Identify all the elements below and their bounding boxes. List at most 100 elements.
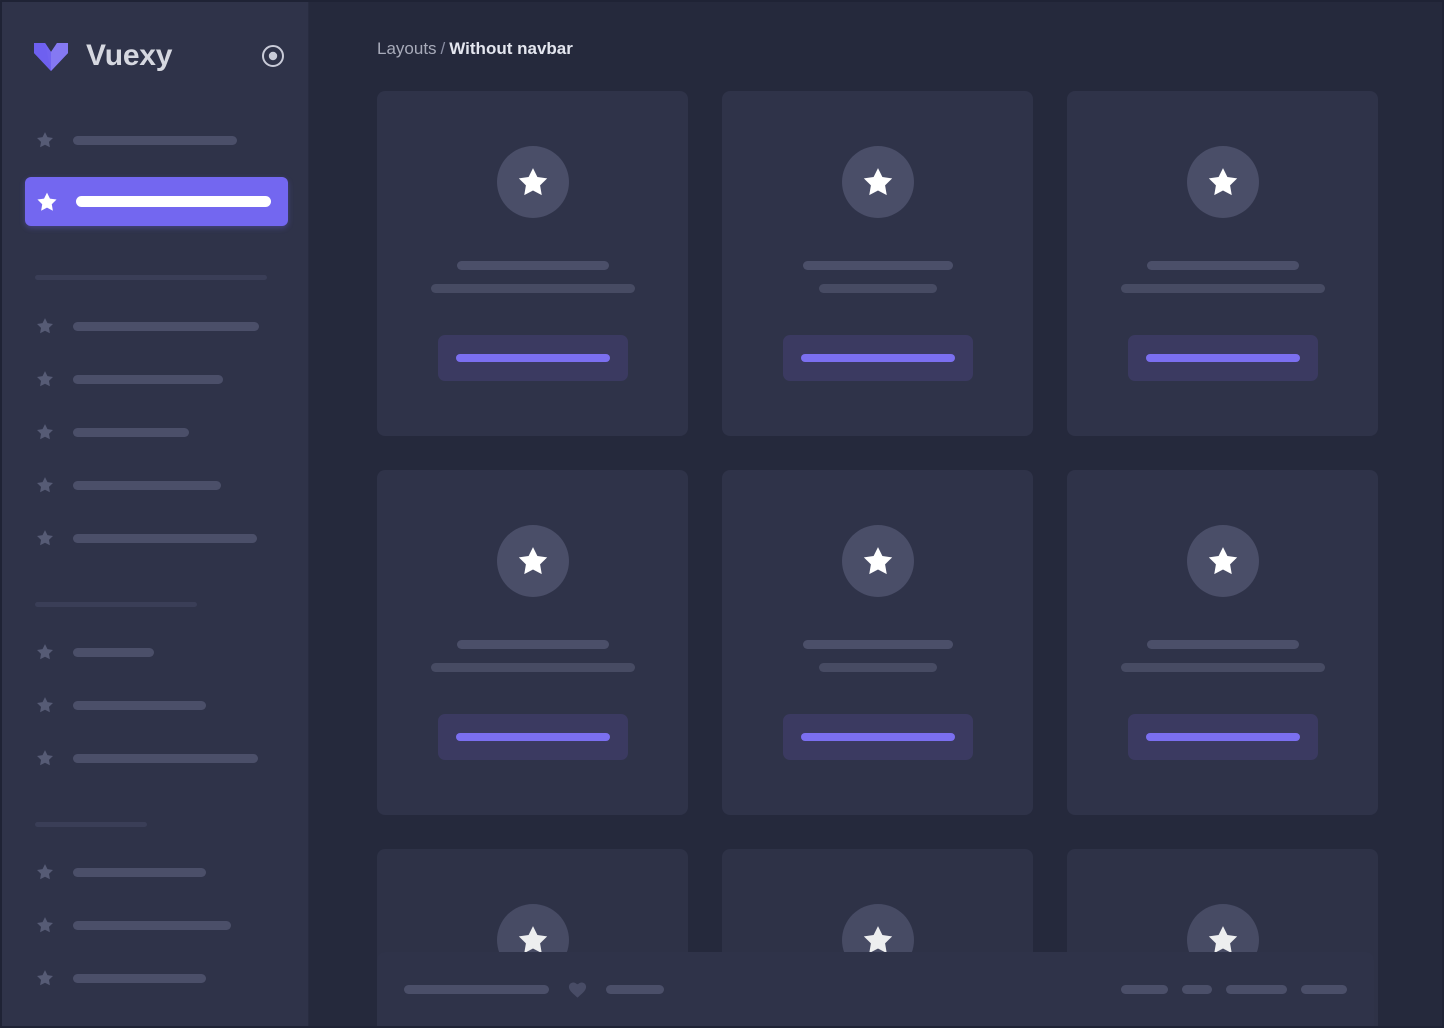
- star-icon: [37, 750, 53, 766]
- card-button-label-placeholder: [800, 733, 955, 741]
- avatar: [496, 146, 569, 218]
- card-grid: [309, 57, 1442, 1026]
- card-text-placeholders: [722, 640, 1033, 672]
- sidebar-item-6[interactable]: [35, 522, 288, 554]
- star-icon: [37, 697, 53, 713]
- brand[interactable]: Vuexy: [32, 37, 260, 75]
- card-action-button[interactable]: [782, 335, 973, 381]
- star-icon: [37, 424, 53, 440]
- breadcrumb-separator: /: [440, 39, 446, 58]
- sidebar-section-divider: [35, 822, 147, 827]
- card-action-button[interactable]: [782, 714, 973, 760]
- card-line-secondary: [430, 284, 635, 293]
- content-card[interactable]: [377, 470, 688, 815]
- footer-placeholder-bar: [606, 984, 664, 994]
- star-icon: [37, 192, 57, 211]
- sidebar-item-3[interactable]: [35, 363, 288, 395]
- sidebar-item-2[interactable]: [35, 310, 288, 342]
- content-card[interactable]: [722, 91, 1033, 436]
- sidebar-item-9[interactable]: [35, 742, 288, 774]
- heart-icon[interactable]: [567, 979, 588, 1000]
- card-line-primary: [1146, 640, 1299, 649]
- card-line-primary: [456, 261, 609, 270]
- star-icon: [37, 530, 53, 546]
- sidebar-item-4[interactable]: [35, 416, 288, 448]
- card-button-label-placeholder: [1145, 354, 1300, 362]
- sidebar-item-label-placeholder: [73, 135, 237, 145]
- star-icon: [37, 132, 53, 148]
- sidebar-section-divider: [35, 275, 267, 280]
- card-text-placeholders: [1067, 640, 1378, 672]
- card-button-label-placeholder: [455, 733, 610, 741]
- footer-link-placeholder[interactable]: [1121, 984, 1168, 994]
- sidebar-header: Vuexy: [2, 2, 308, 110]
- sidebar-item-label-placeholder: [73, 920, 231, 930]
- avatar: [1186, 525, 1259, 597]
- star-icon: [863, 926, 892, 954]
- card-action-button[interactable]: [1127, 335, 1318, 381]
- sidebar-item-label-placeholder: [73, 973, 206, 983]
- card-line-secondary: [430, 663, 635, 672]
- star-icon: [1208, 168, 1237, 196]
- sidebar-item-12[interactable]: [35, 962, 288, 994]
- radio-circle-dot-icon[interactable]: [260, 43, 286, 69]
- card-line-secondary: [1120, 663, 1325, 672]
- card-button-label-placeholder: [455, 354, 610, 362]
- avatar: [841, 525, 914, 597]
- card-line-primary: [802, 640, 953, 649]
- content-card[interactable]: [1067, 91, 1378, 436]
- card-line-secondary: [818, 663, 937, 672]
- sidebar-item-label-placeholder: [73, 647, 154, 657]
- card-text-placeholders: [377, 640, 688, 672]
- sidebar: Vuexy: [2, 2, 309, 1026]
- sidebar-item-11[interactable]: [35, 909, 288, 941]
- main-content: Layouts / Without navbar: [309, 2, 1442, 1026]
- footer-link-placeholder[interactable]: [1182, 984, 1212, 994]
- sidebar-item-5[interactable]: [35, 469, 288, 501]
- footer-link-placeholder[interactable]: [1226, 984, 1287, 994]
- card-line-secondary: [1120, 284, 1325, 293]
- card-text-placeholders: [722, 261, 1033, 293]
- sidebar-item-label-placeholder: [73, 480, 221, 490]
- star-icon: [37, 644, 53, 660]
- avatar: [841, 146, 914, 218]
- footer-link-placeholder[interactable]: [1301, 984, 1347, 994]
- breadcrumb-parent[interactable]: Layouts: [377, 39, 437, 58]
- card-action-button[interactable]: [1127, 714, 1318, 760]
- sidebar-item-label-placeholder: [73, 753, 258, 763]
- star-icon: [37, 864, 53, 880]
- card-line-primary: [1146, 261, 1299, 270]
- card-text-placeholders: [377, 261, 688, 293]
- star-icon: [518, 926, 547, 954]
- sidebar-section-divider: [35, 602, 197, 607]
- star-icon: [863, 547, 892, 575]
- card-line-secondary: [818, 284, 937, 293]
- star-icon: [37, 970, 53, 986]
- content-card[interactable]: [377, 91, 688, 436]
- footer-left-group: [404, 979, 664, 1000]
- card-action-button[interactable]: [437, 335, 628, 381]
- avatar: [1186, 146, 1259, 218]
- sidebar-item-8[interactable]: [35, 689, 288, 721]
- star-icon: [1208, 547, 1237, 575]
- sidebar-item-label-placeholder: [73, 700, 206, 710]
- card-action-button[interactable]: [437, 714, 628, 760]
- card-button-label-placeholder: [800, 354, 955, 362]
- star-icon: [1208, 926, 1237, 954]
- vuexy-v-logo-icon: [34, 43, 68, 71]
- sidebar-item-10[interactable]: [35, 856, 288, 888]
- sidebar-item-7[interactable]: [35, 636, 288, 668]
- star-icon: [37, 371, 53, 387]
- sidebar-item-label-placeholder: [76, 196, 271, 207]
- sidebar-item-label-placeholder: [73, 427, 189, 437]
- breadcrumb-current: Without navbar: [449, 39, 573, 58]
- star-icon: [518, 547, 547, 575]
- sidebar-item-label-placeholder: [73, 533, 257, 543]
- sidebar-item-0[interactable]: [35, 124, 288, 156]
- sidebar-item-1-active[interactable]: [25, 177, 288, 226]
- star-icon: [37, 477, 53, 493]
- content-card[interactable]: [1067, 470, 1378, 815]
- sidebar-nav: [2, 110, 308, 994]
- content-card[interactable]: [722, 470, 1033, 815]
